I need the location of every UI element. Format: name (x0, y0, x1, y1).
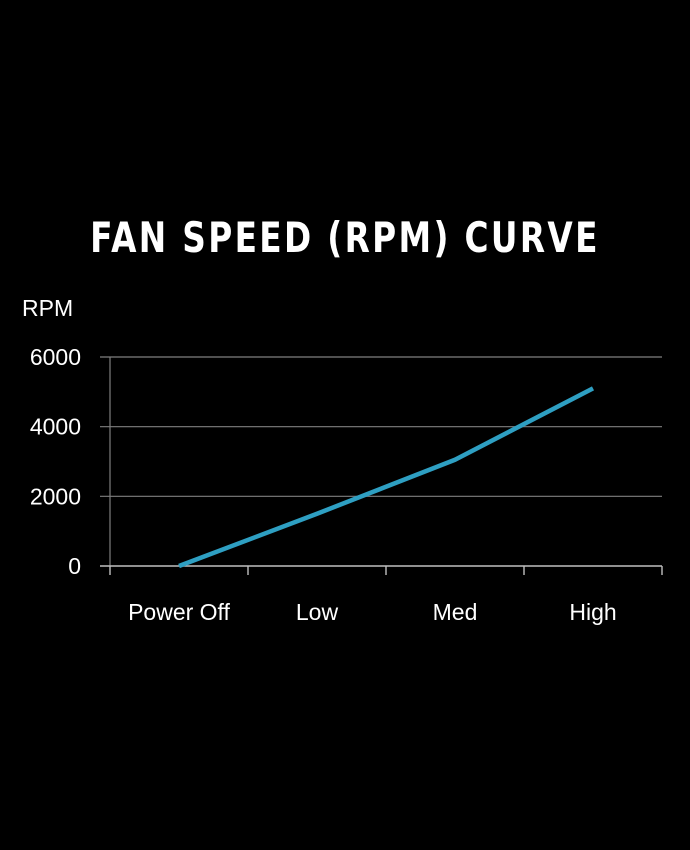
y-tick-label: 4000 (30, 414, 81, 440)
axes (100, 357, 663, 575)
series (178, 386, 595, 569)
x-tick-label: Low (296, 599, 339, 625)
x-tick-label: Power Off (128, 599, 230, 625)
y-tick-label: 2000 (30, 483, 81, 509)
chart-title: FAN SPEED (RPM) CURVE (90, 213, 600, 262)
x-tick-labels: Power Off Low Med High (128, 599, 617, 625)
y-tick-label: 6000 (30, 344, 81, 370)
grid-lines (100, 356, 662, 497)
series-line (178, 386, 595, 569)
x-tick-label: High (569, 599, 616, 625)
y-tick-label: 0 (68, 553, 81, 579)
y-axis-label: RPM (22, 295, 73, 321)
y-tick-labels: 6000 4000 2000 0 (30, 344, 81, 579)
x-tick-label: Med (433, 599, 478, 625)
